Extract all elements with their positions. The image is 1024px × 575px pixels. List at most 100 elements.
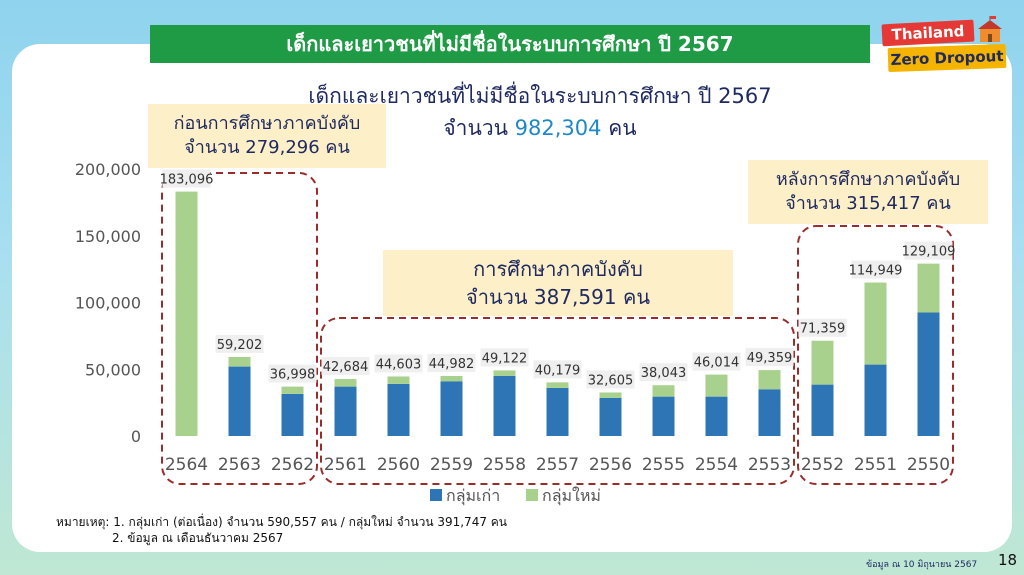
group-box-before xyxy=(161,172,318,485)
headline-prefix: จำนวน xyxy=(443,116,508,140)
callout-compulsory-line2: จำนวน 387,591 คน xyxy=(466,285,650,309)
bar-new-2552 xyxy=(811,340,834,385)
thailand-zero-dropout-logo: Thailand Zero Dropout xyxy=(878,16,1010,74)
data-label-bg xyxy=(586,370,635,389)
bar-new-2557 xyxy=(546,382,569,388)
data-label-bg xyxy=(321,357,370,376)
bar-old-2563 xyxy=(228,366,251,436)
x-tick-label-2557: 2557 xyxy=(536,455,579,475)
bar-new-2563 xyxy=(228,356,251,367)
title-bar: เด็กและเยาวชนที่ไม่มีชื่อในระบบการศึกษา … xyxy=(150,25,870,63)
x-tick-label-2561: 2561 xyxy=(324,455,367,475)
bar-new-2558 xyxy=(493,370,516,376)
data-label-bg xyxy=(427,353,476,372)
bar-new-2559 xyxy=(440,375,463,382)
headline-total: 982,304 xyxy=(514,116,602,140)
bar-new-2550 xyxy=(917,263,940,313)
bar-old-2555 xyxy=(652,396,675,436)
bar-old-2551 xyxy=(864,364,887,436)
data-label-2552: 71,359 xyxy=(800,322,846,337)
data-label-2557: 40,179 xyxy=(535,363,581,378)
x-tick-label-2559: 2559 xyxy=(430,455,473,475)
data-label-2554: 46,014 xyxy=(694,356,740,371)
y-tick-label: 0 xyxy=(131,427,141,446)
data-label-bg xyxy=(268,364,317,383)
callout-after-line1: หลังการศึกษาภาคบังคับ xyxy=(775,169,961,190)
x-tick-label-2558: 2558 xyxy=(483,455,526,475)
bar-new-2556 xyxy=(599,392,622,398)
data-label-2553: 49,359 xyxy=(747,351,793,366)
data-label-2563: 59,202 xyxy=(217,338,263,353)
data-label-bg xyxy=(480,348,529,367)
headline-suffix: คน xyxy=(608,116,637,140)
data-label-2562: 36,998 xyxy=(270,368,316,383)
bar-old-2556 xyxy=(599,397,622,436)
legend-label-old: กลุ่มเก่า xyxy=(446,486,500,506)
legend-swatch-new xyxy=(526,489,538,501)
bar-new-2551 xyxy=(864,282,887,365)
x-tick-label-2560: 2560 xyxy=(377,455,420,475)
bar-new-2555 xyxy=(652,385,675,397)
callout-before-line1: ก่อนการศึกษาภาคบังคับ xyxy=(173,113,361,134)
legend-swatch-old xyxy=(430,489,442,501)
data-label-2561: 42,684 xyxy=(323,360,369,375)
data-label-bg xyxy=(533,360,582,379)
footnote: หมายเหตุ: 1. กลุ่มเก่า (ต่อเนื่อง) จำนวน… xyxy=(56,514,507,546)
data-label-bg xyxy=(215,334,264,353)
x-tick-label-2554: 2554 xyxy=(695,455,738,475)
bar-new-2553 xyxy=(758,370,781,390)
data-label-2555: 38,043 xyxy=(641,366,687,381)
bar-new-2561 xyxy=(334,379,357,387)
bar-new-2554 xyxy=(705,374,728,397)
bar-new-2562 xyxy=(281,386,304,394)
callout-after-compulsory: หลังการศึกษาภาคบังคับ จำนวน 315,417 คน xyxy=(748,160,988,224)
data-label-bg xyxy=(692,352,741,371)
x-tick-label-2555: 2555 xyxy=(642,455,685,475)
bar-old-2559 xyxy=(440,381,463,436)
callout-compulsory: การศึกษาภาคบังคับ จำนวน 387,591 คน xyxy=(383,250,733,316)
data-label-bg xyxy=(162,169,211,188)
group-box-after xyxy=(797,225,954,485)
data-label-2550: 129,109 xyxy=(902,245,956,260)
title-text: เด็กและเยาวชนที่ไม่มีชื่อในระบบการศึกษา … xyxy=(286,32,734,56)
data-label-2551: 114,949 xyxy=(849,264,903,279)
bar-old-2561 xyxy=(334,386,357,436)
data-label-2564: 183,096 xyxy=(160,173,214,188)
data-label-bg xyxy=(374,354,423,373)
data-label-2559: 44,982 xyxy=(429,357,475,372)
callout-after-line2: จำนวน 315,417 คน xyxy=(785,193,951,214)
bar-old-2557 xyxy=(546,387,569,436)
x-tick-label-2556: 2556 xyxy=(589,455,632,475)
bar-old-2558 xyxy=(493,375,516,436)
school-icon xyxy=(978,16,1002,42)
page-number: 18 xyxy=(998,551,1018,569)
x-tick-label-2553: 2553 xyxy=(748,455,791,475)
bar-old-2552 xyxy=(811,384,834,436)
bar-old-2560 xyxy=(387,383,410,436)
data-label-2558: 49,122 xyxy=(482,351,528,366)
callout-compulsory-line1: การศึกษาภาคบังคับ xyxy=(473,257,643,281)
bar-new-2560 xyxy=(387,376,410,384)
bar-new-2564 xyxy=(175,191,198,436)
footnote-line2: 2. ข้อมูล ณ เดือนธันวาคม 2567 xyxy=(112,531,284,545)
callout-before-compulsory: ก่อนการศึกษาภาคบังคับ จำนวน 279,296 คน xyxy=(148,104,386,168)
x-tick-label-2550: 2550 xyxy=(907,455,950,475)
headline: เด็กและเยาวชนที่ไม่มีชื่อในระบบการศึกษา … xyxy=(230,80,850,144)
headline-line2: จำนวน 982,304 คน xyxy=(230,112,850,144)
y-tick-label: 200,000 xyxy=(75,160,141,179)
data-label-bg xyxy=(745,348,794,367)
callout-before-line2: จำนวน 279,296 คน xyxy=(184,137,350,158)
y-tick-label: 50,000 xyxy=(85,360,141,379)
footnote-line1: หมายเหตุ: 1. กลุ่มเก่า (ต่อเนื่อง) จำนวน… xyxy=(56,515,508,529)
bar-old-2562 xyxy=(281,393,304,436)
data-label-bg xyxy=(904,241,953,260)
group-box-compulsory xyxy=(320,317,795,485)
x-tick-label-2563: 2563 xyxy=(218,455,261,475)
x-tick-label-2551: 2551 xyxy=(854,455,897,475)
bar-old-2554 xyxy=(705,396,728,436)
x-tick-label-2552: 2552 xyxy=(801,455,844,475)
y-tick-label: 150,000 xyxy=(75,227,141,246)
data-label-2556: 32,605 xyxy=(588,373,634,388)
source-note: ข้อมูล ณ 10 มิถุนายน 2567 xyxy=(866,560,978,570)
